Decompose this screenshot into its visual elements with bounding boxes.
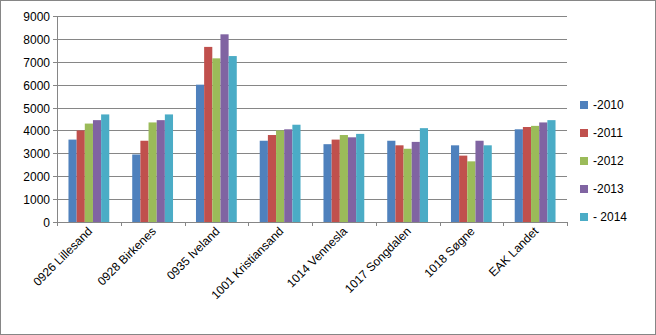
bar bbox=[93, 120, 101, 222]
legend-swatch bbox=[580, 213, 588, 221]
legend-label: -2012 bbox=[593, 154, 624, 168]
y-tick-label: 4000 bbox=[23, 124, 50, 138]
x-tick-label: 1018 Søgne bbox=[421, 224, 477, 280]
y-tick bbox=[53, 16, 57, 17]
x-tick bbox=[57, 222, 58, 226]
x-tick bbox=[503, 222, 504, 226]
grid-line bbox=[57, 85, 567, 86]
y-tick-label: 2000 bbox=[23, 170, 50, 184]
bar bbox=[157, 120, 165, 222]
y-tick bbox=[53, 153, 57, 154]
x-tick bbox=[312, 222, 313, 226]
legend-swatch bbox=[580, 129, 588, 137]
bar bbox=[395, 145, 403, 222]
y-tick bbox=[53, 130, 57, 131]
bar bbox=[260, 141, 268, 222]
bar bbox=[475, 141, 483, 222]
bar bbox=[356, 134, 364, 222]
x-tick-label: EAK Landet bbox=[486, 224, 542, 280]
bar bbox=[523, 127, 531, 222]
x-tick bbox=[185, 222, 186, 226]
bar bbox=[77, 130, 85, 222]
bar bbox=[484, 145, 492, 222]
y-tick-label: 7000 bbox=[23, 56, 50, 70]
bar bbox=[292, 125, 300, 222]
y-tick-label: 0 bbox=[43, 216, 50, 230]
y-axis bbox=[57, 16, 58, 222]
y-tick bbox=[53, 222, 57, 223]
bar bbox=[387, 141, 395, 222]
y-tick-label: 1000 bbox=[23, 193, 50, 207]
x-tick-label: 0935 Iveland bbox=[164, 224, 223, 283]
x-tick bbox=[376, 222, 377, 226]
bar bbox=[332, 140, 340, 222]
legend-label: -2013 bbox=[593, 182, 624, 196]
y-tick-label: 5000 bbox=[23, 102, 50, 116]
bar bbox=[547, 120, 555, 222]
y-tick bbox=[53, 108, 57, 109]
bar bbox=[229, 56, 237, 222]
bar bbox=[531, 126, 539, 222]
legend-label: - 2014 bbox=[593, 210, 627, 224]
grid-line bbox=[57, 16, 567, 17]
bar bbox=[196, 85, 204, 222]
grid-line bbox=[57, 62, 567, 63]
grid-line bbox=[57, 39, 567, 40]
x-tick-label: 1001 Kristiansand bbox=[208, 224, 286, 302]
y-tick-label: 3000 bbox=[23, 147, 50, 161]
bar bbox=[140, 141, 148, 222]
chart-container: 0 1000 2000 3000 4000 5000 6000 7000 8000 9000 092… bbox=[0, 0, 656, 335]
x-tick-label: 1017 Songdalen bbox=[342, 224, 414, 296]
bar bbox=[404, 149, 412, 222]
y-tick-label: 9000 bbox=[23, 10, 50, 24]
y-tick-label: 6000 bbox=[23, 79, 50, 93]
y-tick bbox=[53, 199, 57, 200]
bar bbox=[101, 114, 109, 222]
bar bbox=[284, 129, 292, 222]
bar bbox=[276, 130, 284, 222]
legend-label: -2010 bbox=[593, 98, 624, 112]
bar bbox=[323, 144, 331, 222]
legend-label: -2011 bbox=[593, 126, 623, 140]
bar bbox=[85, 124, 93, 222]
bar bbox=[340, 135, 348, 222]
x-tick bbox=[248, 222, 249, 226]
x-tick-label: 0926 Lillesand bbox=[30, 224, 95, 289]
bar bbox=[268, 135, 276, 222]
x-tick bbox=[121, 222, 122, 226]
bar bbox=[412, 142, 420, 222]
legend-swatch bbox=[580, 101, 588, 109]
bars bbox=[68, 34, 555, 222]
x-tick-label: 1014 Vennesla bbox=[284, 224, 350, 290]
legend-swatch bbox=[580, 185, 588, 193]
y-tick bbox=[53, 39, 57, 40]
chart-svg: 0 1000 2000 3000 4000 5000 6000 7000 8000 9000 092… bbox=[0, 0, 656, 335]
legend-swatch bbox=[580, 157, 588, 165]
bar bbox=[212, 58, 220, 222]
y-tick bbox=[53, 62, 57, 63]
bar bbox=[451, 145, 459, 222]
bar bbox=[420, 128, 428, 222]
bar bbox=[459, 156, 467, 222]
bar bbox=[204, 47, 212, 222]
grid-line bbox=[57, 130, 567, 131]
bar bbox=[467, 161, 475, 222]
bar bbox=[132, 154, 140, 222]
y-tick-label: 8000 bbox=[23, 33, 50, 47]
bar bbox=[68, 140, 76, 222]
chart-border bbox=[1, 1, 656, 335]
bar bbox=[165, 114, 173, 222]
x-tick bbox=[440, 222, 441, 226]
bar bbox=[539, 122, 547, 222]
bar bbox=[348, 137, 356, 222]
x-tick-label: 0928 Birkenes bbox=[95, 224, 159, 288]
y-tick bbox=[53, 85, 57, 86]
x-tick bbox=[567, 222, 568, 226]
bar bbox=[515, 129, 523, 222]
y-tick bbox=[53, 176, 57, 177]
grid-line bbox=[57, 108, 567, 109]
bar bbox=[220, 34, 228, 222]
bar bbox=[149, 122, 157, 222]
